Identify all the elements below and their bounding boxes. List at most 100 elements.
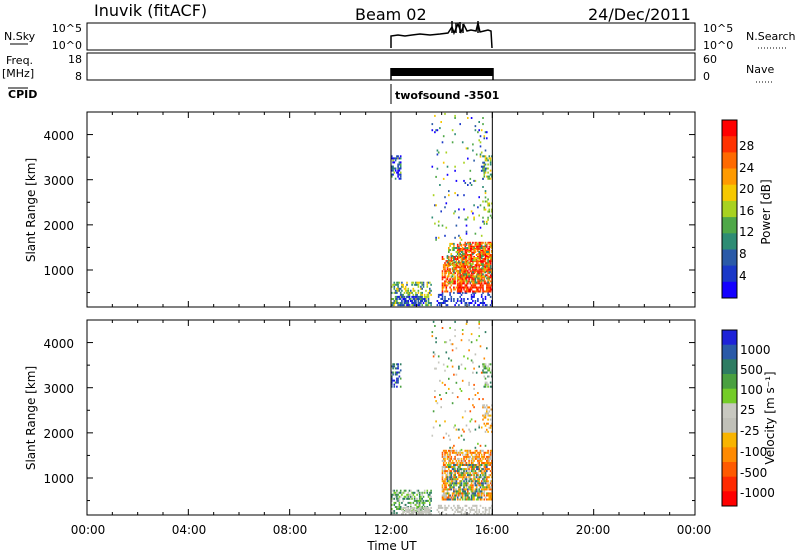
heatmap-cell bbox=[425, 300, 427, 302]
heatmap-cell bbox=[488, 155, 491, 158]
heatmap-cell bbox=[441, 274, 444, 277]
heatmap-cell bbox=[456, 300, 459, 302]
nave-tick-bottom: 0 bbox=[703, 70, 710, 83]
heatmap-cell bbox=[407, 491, 410, 494]
heatmap-cell bbox=[455, 260, 458, 263]
heatmap-cell bbox=[392, 371, 394, 374]
heatmap-cell bbox=[412, 501, 415, 504]
heatmap-cell bbox=[436, 304, 439, 307]
heatmap-cell bbox=[451, 498, 454, 501]
heatmap-cell bbox=[448, 280, 450, 283]
heatmap-cell bbox=[467, 496, 469, 499]
x-tick-label: 00:00 bbox=[71, 523, 106, 537]
heatmap-cell bbox=[467, 288, 469, 291]
heatmap-cell bbox=[463, 484, 465, 487]
heatmap-cell bbox=[450, 284, 453, 287]
heatmap-cell bbox=[399, 491, 402, 494]
heatmap-cell bbox=[420, 300, 422, 302]
heatmap-cell bbox=[461, 428, 464, 431]
heatmap-cell bbox=[477, 286, 479, 289]
heatmap-cell bbox=[459, 492, 461, 495]
heatmap-cell bbox=[398, 508, 401, 510]
heatmap-cell bbox=[470, 254, 473, 256]
heatmap-cell bbox=[483, 247, 486, 249]
heatmap-cell bbox=[474, 259, 477, 262]
heatmap-cell bbox=[473, 256, 475, 258]
heatmap-cell bbox=[473, 367, 475, 370]
heatmap-cell bbox=[480, 492, 483, 495]
heatmap-cell bbox=[486, 137, 488, 140]
heatmap-cell bbox=[478, 196, 480, 199]
heatmap-cell bbox=[396, 300, 398, 302]
heatmap-cell bbox=[458, 290, 460, 293]
heatmap-cell bbox=[393, 501, 396, 504]
nsky-label: N.Sky bbox=[4, 30, 36, 43]
heatmap-cell bbox=[484, 251, 487, 253]
heatmap-cell bbox=[470, 453, 473, 456]
heatmap-cell bbox=[392, 169, 394, 172]
heatmap-cell bbox=[450, 253, 453, 256]
heatmap-cell bbox=[484, 247, 487, 250]
heatmap-cell bbox=[393, 171, 396, 174]
heatmap-cell bbox=[463, 266, 465, 269]
heatmap-cell bbox=[461, 247, 464, 249]
heatmap-cell bbox=[397, 283, 399, 286]
heatmap-cell bbox=[482, 371, 484, 374]
heatmap-cell bbox=[477, 462, 479, 464]
heatmap-cell bbox=[445, 226, 448, 229]
heatmap-cell bbox=[401, 295, 403, 298]
heatmap-cell bbox=[442, 177, 445, 180]
heatmap-cell bbox=[446, 480, 449, 483]
heatmap-cell bbox=[480, 470, 483, 473]
heatmap-cell bbox=[393, 363, 396, 366]
heatmap-cell bbox=[450, 272, 453, 275]
heatmap-cell bbox=[482, 365, 484, 368]
power-colorbar-tick: 20 bbox=[739, 182, 754, 196]
velocity-colorbar-tick: 1000 bbox=[740, 343, 771, 357]
heatmap-cell bbox=[480, 426, 483, 429]
heatmap-cell bbox=[392, 165, 394, 168]
heatmap-cell bbox=[445, 478, 448, 481]
heatmap-cell bbox=[412, 281, 415, 284]
heatmap-cell bbox=[451, 264, 454, 267]
heatmap-cell bbox=[467, 453, 469, 456]
heatmap-cell bbox=[448, 270, 450, 273]
heatmap-cell bbox=[454, 210, 456, 213]
heatmap-cell bbox=[396, 508, 398, 510]
heatmap-cell bbox=[401, 304, 403, 307]
heatmap-cell bbox=[458, 272, 460, 275]
heatmap-cell bbox=[464, 496, 467, 499]
heatmap-cell bbox=[421, 283, 423, 286]
heatmap-cell bbox=[460, 339, 463, 342]
heatmap-cell bbox=[420, 285, 422, 288]
heatmap-cell bbox=[489, 494, 492, 497]
heatmap-cell bbox=[483, 498, 486, 501]
power-colorbar-tick: 16 bbox=[739, 204, 754, 218]
heatmap-cell bbox=[404, 302, 407, 304]
heatmap-cell bbox=[454, 424, 456, 427]
heatmap-cell bbox=[478, 290, 480, 293]
heatmap-cell bbox=[474, 270, 477, 273]
heatmap-cell bbox=[484, 468, 487, 471]
velocity-colorbar-tick: -1000 bbox=[740, 486, 775, 500]
heatmap-cell bbox=[477, 275, 479, 278]
heatmap-cell bbox=[445, 482, 448, 485]
heatmap-cell bbox=[486, 404, 488, 407]
heatmap-cell bbox=[474, 251, 477, 253]
heatmap-cell bbox=[474, 244, 477, 247]
heatmap-cell bbox=[442, 498, 445, 501]
heatmap-cell bbox=[444, 492, 446, 495]
heatmap-cell bbox=[430, 289, 432, 292]
heatmap-cell bbox=[469, 480, 472, 483]
heatmap-cell bbox=[463, 276, 465, 279]
heatmap-cell bbox=[445, 286, 448, 289]
heatmap-cell bbox=[470, 486, 473, 489]
heatmap-cell bbox=[474, 492, 477, 495]
heatmap-cell bbox=[486, 131, 488, 134]
heatmap-cell bbox=[472, 262, 474, 265]
heatmap-cell bbox=[474, 394, 477, 396]
heatmap-cell bbox=[468, 476, 470, 479]
colorbar-swatch bbox=[722, 330, 737, 346]
heatmap-cell bbox=[404, 287, 407, 290]
heatmap-cell bbox=[459, 498, 461, 501]
